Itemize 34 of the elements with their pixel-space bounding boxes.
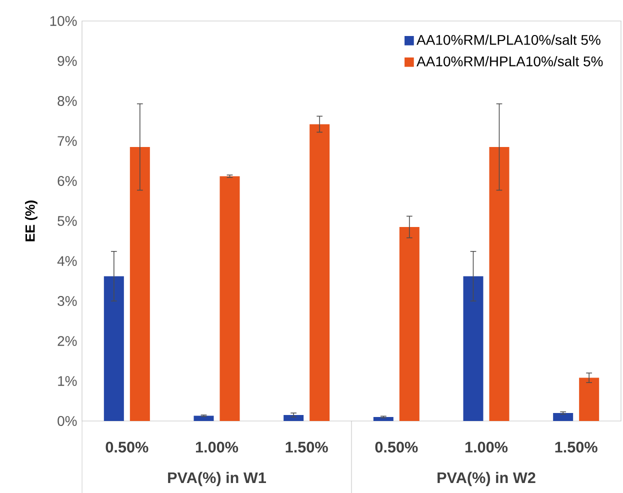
- y-tick-label: 7%: [58, 136, 77, 146]
- y-axis-title: EE (%): [25, 200, 38, 242]
- y-tick-label: 4%: [57, 256, 77, 266]
- y-tick-label: 0%: [58, 416, 77, 426]
- x-tick-label: 1.50%: [555, 442, 598, 453]
- bar: [373, 417, 394, 421]
- y-tick-label: 2%: [58, 336, 77, 346]
- bar: [284, 414, 304, 421]
- bar: [489, 146, 510, 421]
- bar: [130, 146, 150, 421]
- y-tick-label: 9%: [58, 56, 77, 66]
- x-tick-label: 1.50%: [286, 442, 328, 453]
- bar: [220, 176, 240, 421]
- bar: [194, 416, 214, 421]
- legend-label: AA10%RM/LPLA10%/salt 5%: [416, 34, 600, 45]
- y-tick-label: 10%: [50, 16, 77, 26]
- text: PVA(%) in W1: [168, 472, 266, 486]
- x-tick-label: 1.00%: [465, 442, 508, 453]
- y-tick-label: 8%: [58, 96, 77, 106]
- y-tick-label: 1%: [58, 376, 77, 386]
- x-tick-label: 1.00%: [196, 442, 238, 453]
- y-tick-label: 5%: [58, 216, 77, 226]
- bar: [553, 413, 574, 421]
- bar: [104, 276, 124, 421]
- legend-label: AA10%RM/HPLA10%/salt 5%: [416, 56, 603, 66]
- bar: [579, 378, 600, 421]
- bar: [310, 124, 330, 421]
- y-tick-label: 3%: [58, 296, 77, 306]
- x-tick-label: 0.50%: [106, 442, 148, 453]
- y-tick-label: 6%: [58, 176, 77, 186]
- bar: [399, 227, 420, 421]
- bar: [463, 276, 484, 421]
- text: PVA(%) in W2: [438, 472, 536, 486]
- x-tick-label: 0.50%: [375, 442, 418, 453]
